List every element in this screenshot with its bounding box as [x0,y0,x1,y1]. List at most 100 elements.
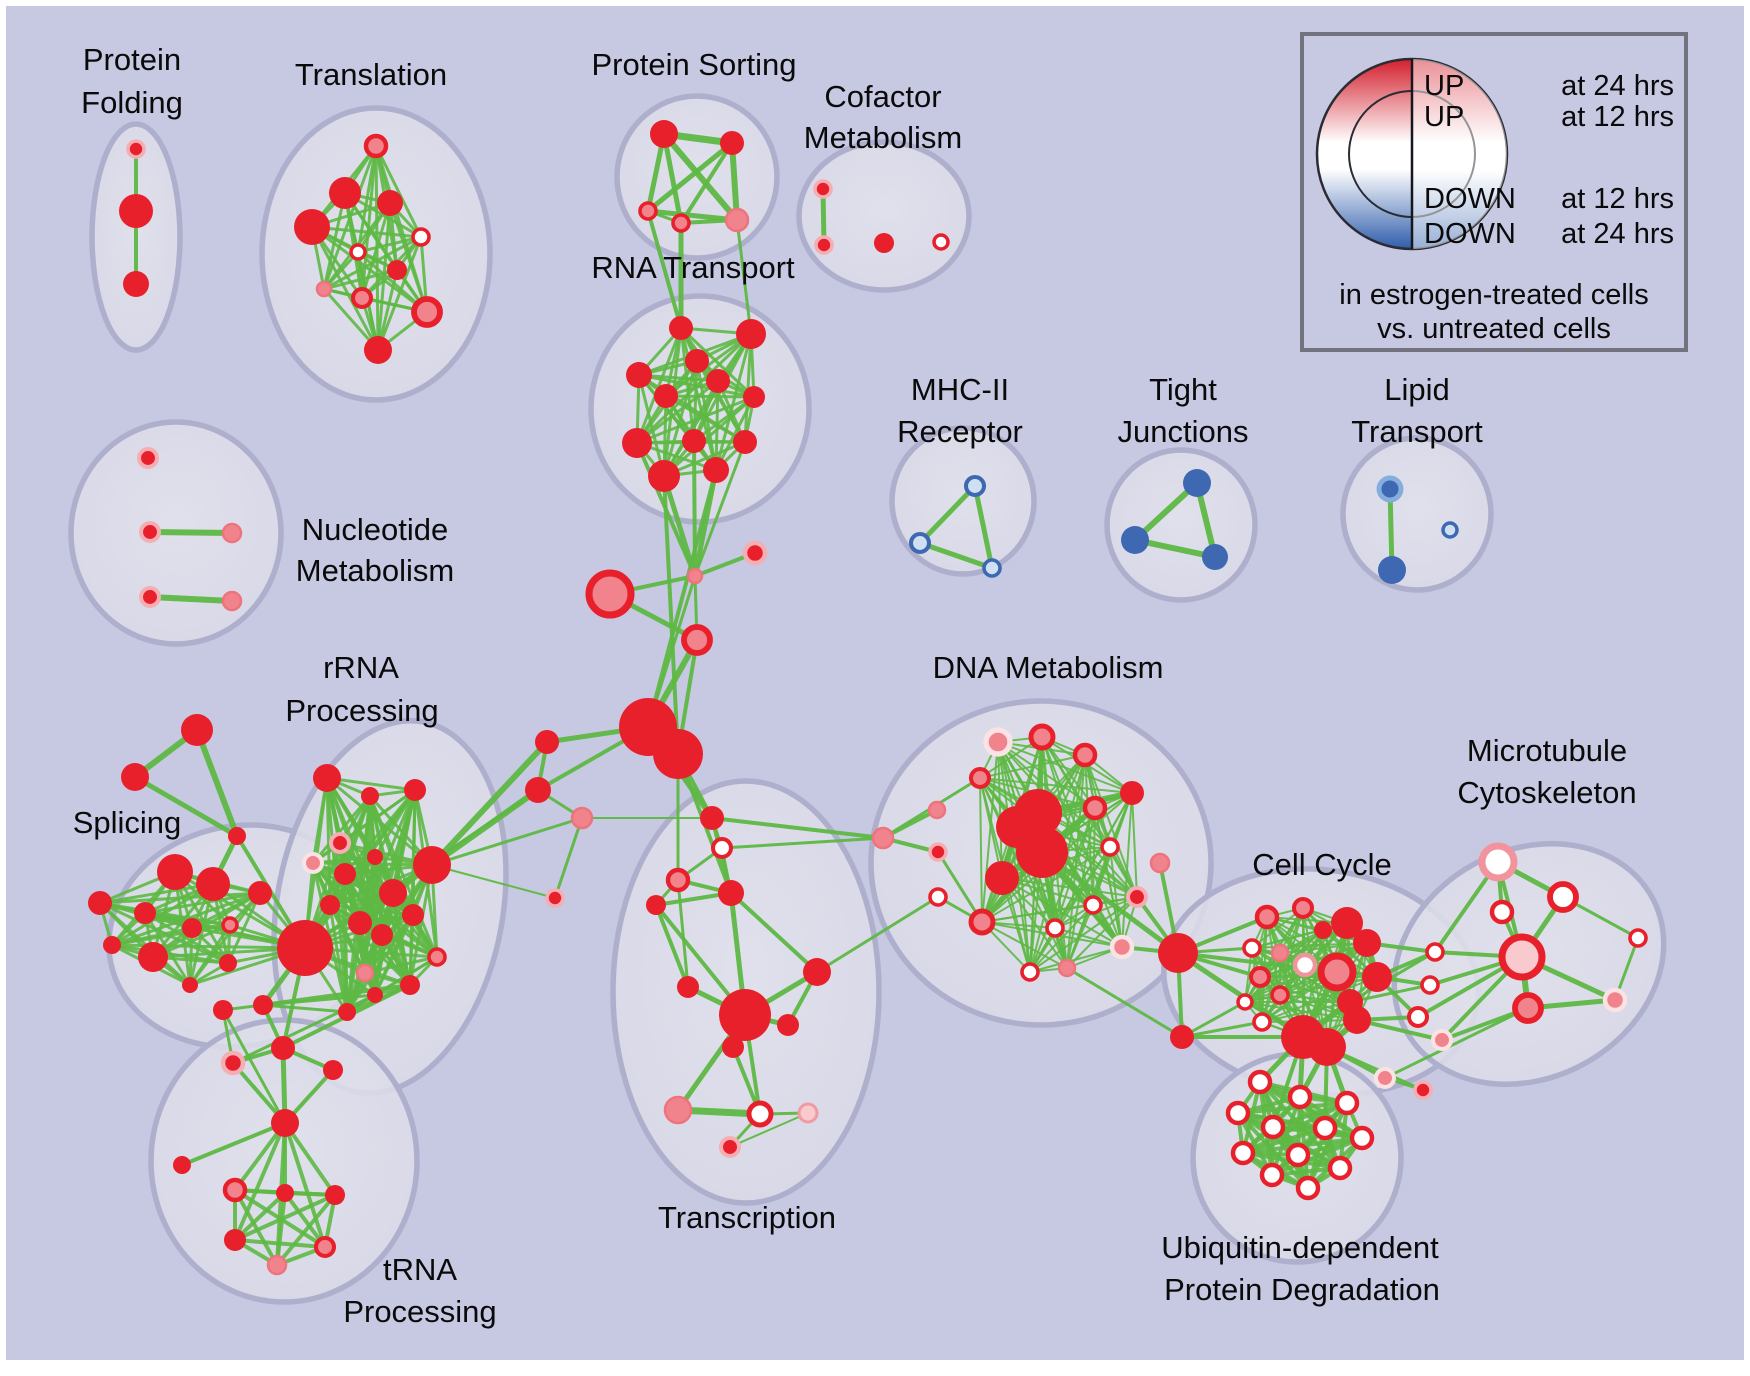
node-tr11 [224,1229,246,1251]
node-eb3 [570,806,594,830]
edge [729,1112,809,1148]
edge [360,201,392,300]
node-sp11 [103,936,121,954]
edge [147,529,235,536]
edge [221,1008,287,1125]
legend-direction: UP [1424,101,1465,133]
node-cc22 [1430,1028,1454,1052]
edge [1259,976,1351,1003]
node-ps2 [720,131,744,155]
node-dm23 [1057,958,1077,978]
node-lt3 [1441,521,1459,539]
node-tx11 [663,1095,693,1125]
edge [328,903,415,917]
legend-time: at 12 hrs [1561,183,1674,215]
node-cc5 [1353,929,1381,957]
edge [1066,896,1138,969]
edge [1241,1126,1327,1155]
edge [429,787,541,868]
node-ub6 [1312,1115,1338,1141]
node-ub5 [1260,1114,1286,1140]
node-hub1 [277,920,333,976]
edge [635,395,756,445]
edge [662,395,756,478]
node-cf4 [932,233,950,251]
node-lt2 [1378,556,1406,584]
node-tl3 [377,190,403,216]
edge [936,850,984,924]
cluster-label-protein-sorting: Protein Sorting [591,47,796,82]
node-rt9 [682,429,706,453]
edge [356,235,423,254]
edge [388,201,429,314]
node-sp8 [219,954,237,972]
edge [188,891,262,987]
node-cc10 [1270,943,1290,963]
cluster-label-splicing: Splicing [73,805,182,840]
edge [1121,792,1133,948]
node-ub8 [1230,1140,1256,1166]
node-ub11 [1259,1162,1285,1188]
edge [325,776,417,792]
node-tx4 [718,880,744,906]
cluster-label-protein-folding-1: Protein [83,42,181,77]
node-cc23 [1373,1066,1397,1090]
node-tx14 [718,1135,742,1159]
edge [233,1191,287,1242]
node-sp0c [228,827,246,845]
node-cc8 [1292,952,1318,978]
node-ub3 [1334,1090,1360,1116]
edge [692,359,699,443]
node-eb4 [545,888,565,908]
node-mt6 [1602,987,1628,1013]
node-mt1 [1478,842,1518,882]
node-cc12 [1236,993,1254,1011]
node-tx3 [665,867,691,893]
node-nm3 [221,522,243,544]
node-sp3 [88,891,112,915]
node-rr2 [361,787,379,805]
edge [110,891,262,947]
cluster-label-rrna-processing-2: Processing [285,693,438,728]
cluster-label-tight-junctions-2: Junctions [1118,414,1249,449]
node-rr15 [400,975,420,995]
node-dm15 [1149,852,1171,874]
node-sp7 [138,942,168,972]
node-ps5 [724,207,750,233]
node-dm17 [968,908,996,936]
node-ub7 [1349,1125,1375,1151]
node-rr16 [367,987,383,1003]
node-mt4 [1498,933,1546,981]
node-tr13 [266,1254,288,1276]
legend-caption-line2: vs. untreated cells [1377,313,1611,345]
cluster-cofactor-metabolism [796,139,972,293]
node-br4 [681,624,713,656]
node-tr7 [173,1156,191,1174]
node-bg2 [1170,1025,1194,1049]
node-dm6 [1082,795,1108,821]
node-pf1 [126,139,146,159]
edge [1039,849,1181,956]
node-rr11 [348,911,372,935]
edge [720,836,885,850]
edge [374,144,423,239]
edge [646,468,718,729]
node-tl9 [350,286,374,310]
node-mh1 [963,474,987,498]
node-br6 [653,729,703,779]
node-rr4 [328,831,352,855]
edge [358,921,377,997]
edge [98,891,262,905]
node-cc7 [1317,952,1357,992]
edge [233,1121,287,1242]
node-dm8 [871,826,895,850]
node-tx7 [719,989,771,1041]
edge [553,816,584,900]
node-dm19 [1125,885,1149,909]
cluster-label-microtubule-cytoskeleton-1: Microtubule [1467,733,1627,768]
edge [311,794,372,865]
node-rr7 [334,863,356,885]
edge [429,739,550,868]
node-dm7 [1120,781,1144,805]
node-tl1 [363,133,389,159]
